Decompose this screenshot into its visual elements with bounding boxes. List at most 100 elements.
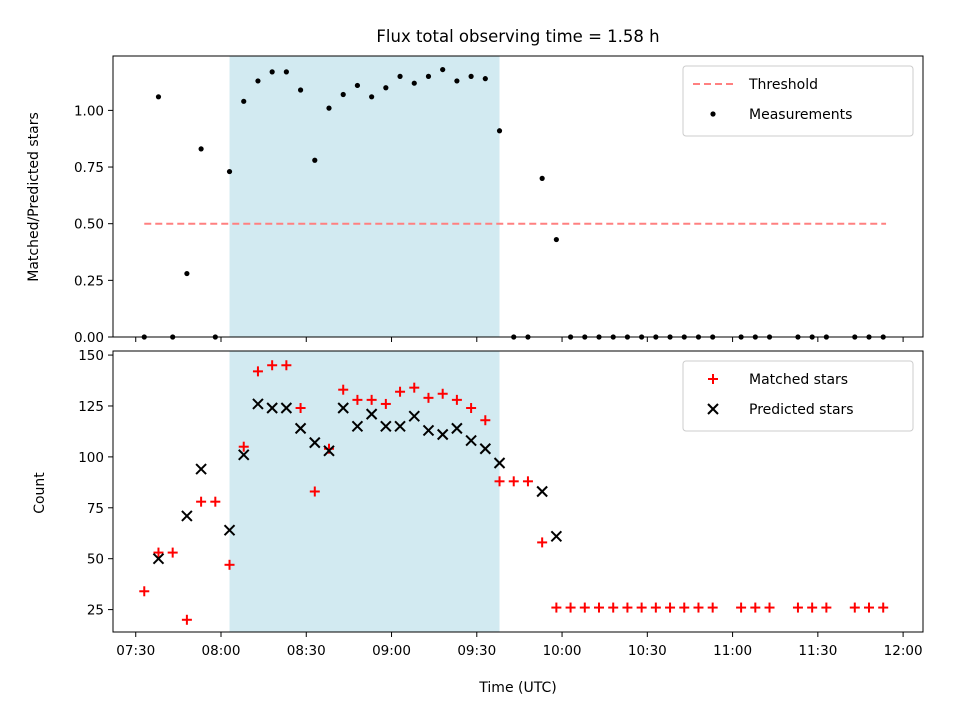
- data-point: [522, 476, 533, 487]
- y-tick-label: 0.50: [74, 217, 104, 233]
- data-point: [480, 415, 491, 426]
- data-point: [323, 445, 335, 457]
- series-measurements: [141, 66, 886, 340]
- data-point: [707, 602, 718, 613]
- data-point: [241, 98, 247, 104]
- data-point: [423, 392, 434, 403]
- data-point: [167, 547, 178, 558]
- data-point: [226, 168, 233, 175]
- data-point: [468, 73, 474, 79]
- data-point: [536, 485, 548, 498]
- data-point: [309, 486, 320, 497]
- data-point: [466, 403, 477, 414]
- data-point: [365, 408, 378, 420]
- data-point: [266, 402, 278, 414]
- data-point: [309, 436, 321, 449]
- data-point: [283, 69, 289, 75]
- data-point: [693, 602, 704, 613]
- data-point: [565, 602, 576, 613]
- legend-box: [682, 65, 914, 137]
- data-point: [792, 602, 803, 613]
- data-point: [326, 105, 332, 111]
- observing-window-shade: [229, 56, 500, 337]
- legend: Matched stars Predicted stars: [682, 360, 914, 432]
- data-point: [539, 175, 545, 181]
- data-point: [437, 388, 448, 399]
- data-point: [397, 73, 403, 79]
- data-point: [636, 602, 647, 613]
- data-point: [380, 398, 391, 409]
- y-tick-label: 0.00: [74, 330, 104, 346]
- data-point: [579, 602, 590, 613]
- legend-marker-swatch: [707, 403, 719, 415]
- data-point: [849, 602, 860, 613]
- data-point: [454, 78, 460, 84]
- chart-title: Flux total observing time = 1.58 h: [376, 27, 659, 46]
- data-point: [297, 87, 304, 93]
- data-point: [750, 602, 761, 613]
- data-point: [269, 69, 275, 75]
- data-point: [594, 602, 604, 613]
- data-point: [451, 422, 463, 435]
- data-point: [369, 94, 375, 100]
- data-point: [255, 78, 261, 84]
- x-tick-label: 08:00: [202, 643, 241, 659]
- data-point: [395, 386, 406, 397]
- legend-label: Predicted stars: [749, 402, 854, 418]
- series-predicted-stars: [152, 398, 563, 565]
- data-point: [238, 449, 250, 461]
- data-point: [198, 146, 204, 152]
- y-tick-label: 50: [87, 552, 104, 568]
- x-tick-label: 11:00: [713, 643, 752, 659]
- data-point: [482, 76, 488, 82]
- legend-label: Matched stars: [749, 372, 848, 388]
- data-point: [550, 530, 563, 543]
- x-tick-label: 12:00: [884, 643, 923, 659]
- data-point: [195, 463, 207, 475]
- x-tick-label: 09:30: [457, 643, 496, 659]
- plot-frame: [112, 55, 924, 338]
- legend-label: Threshold: [748, 77, 818, 93]
- data-point: [537, 537, 548, 548]
- y-tick-label: 75: [87, 501, 104, 517]
- data-point: [337, 402, 349, 414]
- legend-marker-swatch: [708, 374, 718, 384]
- data-point: [155, 94, 162, 100]
- data-point: [496, 128, 503, 134]
- data-point: [494, 476, 505, 487]
- data-point: [425, 73, 432, 79]
- x-tick-label: 11:30: [798, 643, 837, 659]
- y-tick-label: 100: [78, 450, 104, 466]
- data-point: [351, 420, 364, 433]
- y-tick-label: 25: [87, 603, 104, 619]
- data-point: [409, 382, 420, 393]
- data-point: [354, 82, 361, 89]
- legend: Threshold Measurements: [682, 65, 914, 137]
- data-point: [295, 403, 306, 414]
- data-point: [508, 476, 519, 487]
- data-point: [153, 547, 164, 558]
- data-point: [267, 360, 278, 371]
- data-point: [366, 394, 377, 405]
- top-panel-ylabel: Matched/Predicted stars: [26, 112, 42, 282]
- data-point: [551, 602, 562, 613]
- data-point: [465, 434, 477, 447]
- data-point: [665, 602, 676, 613]
- data-point: [181, 614, 192, 625]
- data-point: [281, 360, 292, 371]
- bottom-panel: 25 50 75 100 125 150 07:30 08:00 08:30 09:00 09:30…: [78, 348, 924, 659]
- data-point: [479, 443, 492, 455]
- data-point: [679, 602, 690, 613]
- x-tick-label: 10:00: [543, 643, 582, 659]
- plot-frame: [112, 350, 924, 633]
- data-point: [608, 602, 619, 613]
- data-point: [493, 457, 506, 469]
- data-point: [451, 394, 462, 405]
- data-point: [152, 552, 165, 565]
- x-tick-label: 07:30: [116, 643, 155, 659]
- y-tick-label: 150: [78, 348, 104, 364]
- data-point: [622, 602, 633, 613]
- data-point: [394, 420, 406, 433]
- top-panel: 0.00 0.25 0.50 0.75 1.00 Threshold Measurement…: [74, 55, 924, 346]
- data-point: [210, 496, 221, 507]
